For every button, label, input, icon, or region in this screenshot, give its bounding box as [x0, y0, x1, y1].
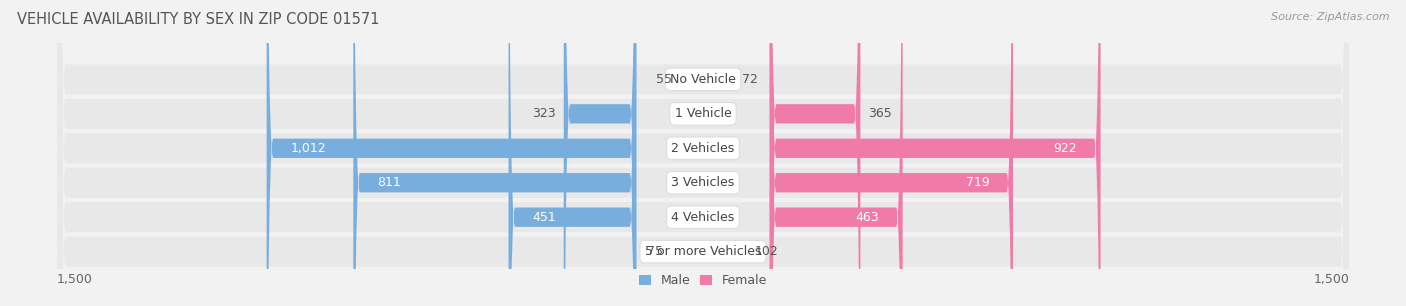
FancyBboxPatch shape	[58, 0, 1348, 306]
FancyBboxPatch shape	[770, 0, 1012, 306]
Text: 102: 102	[755, 245, 779, 258]
FancyBboxPatch shape	[58, 0, 1348, 306]
FancyBboxPatch shape	[353, 0, 636, 306]
Text: 1,500: 1,500	[1313, 273, 1350, 286]
Text: 1 Vehicle: 1 Vehicle	[675, 107, 731, 120]
Text: VEHICLE AVAILABILITY BY SEX IN ZIP CODE 01571: VEHICLE AVAILABILITY BY SEX IN ZIP CODE …	[17, 12, 380, 27]
Text: 72: 72	[742, 73, 758, 86]
Text: Source: ZipAtlas.com: Source: ZipAtlas.com	[1271, 12, 1389, 22]
FancyBboxPatch shape	[509, 0, 636, 306]
FancyBboxPatch shape	[267, 0, 636, 306]
Text: 4 Vehicles: 4 Vehicles	[672, 211, 734, 224]
FancyBboxPatch shape	[58, 0, 1348, 306]
Text: 2 Vehicles: 2 Vehicles	[672, 142, 734, 155]
FancyBboxPatch shape	[58, 0, 1348, 306]
Text: 1,500: 1,500	[56, 273, 93, 286]
Text: 1,012: 1,012	[291, 142, 326, 155]
Text: No Vehicle: No Vehicle	[671, 73, 735, 86]
Text: 3 Vehicles: 3 Vehicles	[672, 176, 734, 189]
Text: 55: 55	[655, 73, 672, 86]
FancyBboxPatch shape	[770, 0, 860, 306]
FancyBboxPatch shape	[58, 0, 1348, 306]
Text: 323: 323	[533, 107, 555, 120]
FancyBboxPatch shape	[58, 0, 1348, 306]
FancyBboxPatch shape	[564, 0, 636, 306]
Text: 75: 75	[647, 245, 662, 258]
Text: 5 or more Vehicles: 5 or more Vehicles	[645, 245, 761, 258]
Text: 811: 811	[377, 176, 401, 189]
Text: 922: 922	[1053, 142, 1077, 155]
Text: 451: 451	[533, 211, 555, 224]
Legend: Male, Female: Male, Female	[634, 270, 772, 293]
Text: 365: 365	[868, 107, 891, 120]
FancyBboxPatch shape	[770, 0, 903, 306]
Text: 463: 463	[855, 211, 879, 224]
FancyBboxPatch shape	[770, 0, 1101, 306]
Text: 719: 719	[966, 176, 990, 189]
